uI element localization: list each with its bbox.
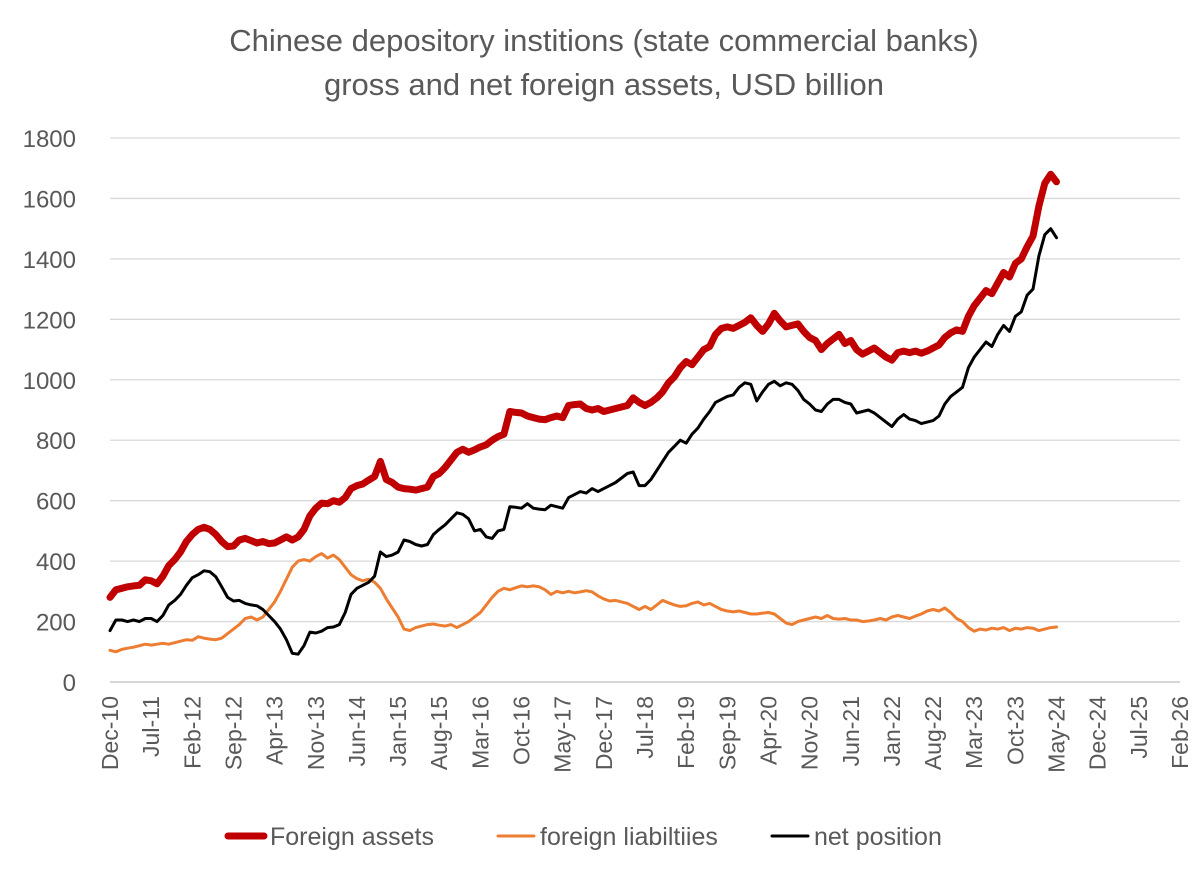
x-tick-label: Jun-14 <box>344 696 370 767</box>
x-tick-label: Jul-18 <box>632 696 658 759</box>
y-tick-label: 600 <box>36 489 76 516</box>
x-tick-label: Nov-13 <box>303 696 329 770</box>
x-tick-label: May-24 <box>1044 696 1070 773</box>
y-tick-label: 800 <box>36 428 76 455</box>
x-tick-label: Jun-21 <box>838 696 864 766</box>
x-tick-label: Mar-23 <box>961 696 987 769</box>
x-tick-label: Apr-20 <box>755 696 781 765</box>
x-tick-label: Jul-25 <box>1126 696 1152 759</box>
gridlines <box>110 137 1180 623</box>
chart-title-line-2: gross and net foreign assets, USD billio… <box>324 67 884 102</box>
legend-label-3: net position <box>814 823 942 851</box>
x-tick-label: Feb-12 <box>179 696 205 769</box>
legend-label-1: Foreign assets <box>270 823 434 851</box>
x-axis-tick-labels: Dec-10 Jul-11 Feb-12 Sep-12 Apr-13 Nov-13 Jun-… <box>97 696 1193 773</box>
y-axis-tick-labels: 0 200 400 600 800 1000 1200 1400 1600 1800 <box>23 126 76 697</box>
legend: Foreign assets foreign liabiltiies net pos… <box>224 823 942 851</box>
x-tick-label: Mar-16 <box>467 696 493 769</box>
y-tick-label: 400 <box>36 549 76 576</box>
x-tick-label: Nov-20 <box>797 696 823 770</box>
x-tick-label: Dec-17 <box>591 696 617 770</box>
x-tick-label: Apr-13 <box>262 696 288 765</box>
x-tick-label: Dec-24 <box>1085 696 1111 770</box>
x-tick-label: Sep-19 <box>714 696 740 770</box>
x-tick-label: Aug-15 <box>426 696 452 770</box>
legend-label-2: foreign liabiltiies <box>540 823 718 851</box>
y-tick-label: 200 <box>36 610 76 637</box>
series-line-1 <box>106 170 1060 601</box>
x-tick-label: Oct-16 <box>509 696 535 765</box>
series-line-2 <box>108 552 1058 654</box>
y-tick-label: 0 <box>63 670 76 697</box>
series-line-3 <box>108 227 1058 656</box>
chart-title-line-1: Chinese depository institions (state com… <box>229 23 978 58</box>
y-tick-label: 1200 <box>23 307 76 334</box>
x-tick-label: Jan-15 <box>385 696 411 766</box>
x-tick-label: Feb-26 <box>1167 696 1193 769</box>
y-tick-label: 1000 <box>23 368 76 395</box>
y-tick-label: 1600 <box>23 186 76 213</box>
x-tick-label: Sep-12 <box>220 696 246 770</box>
y-tick-label: 1800 <box>23 126 76 153</box>
x-tick-label: Aug-22 <box>920 696 946 770</box>
x-tick-label: Jan-22 <box>879 696 905 766</box>
y-tick-label: 1400 <box>23 247 76 274</box>
x-tick-label: Feb-19 <box>673 696 699 769</box>
x-tick-label: Jul-11 <box>138 696 164 757</box>
series-lines <box>106 170 1060 656</box>
x-tick-label: Oct-23 <box>1002 696 1028 765</box>
x-tick-label: Dec-10 <box>97 696 123 770</box>
x-tick-label: May-17 <box>550 696 576 773</box>
